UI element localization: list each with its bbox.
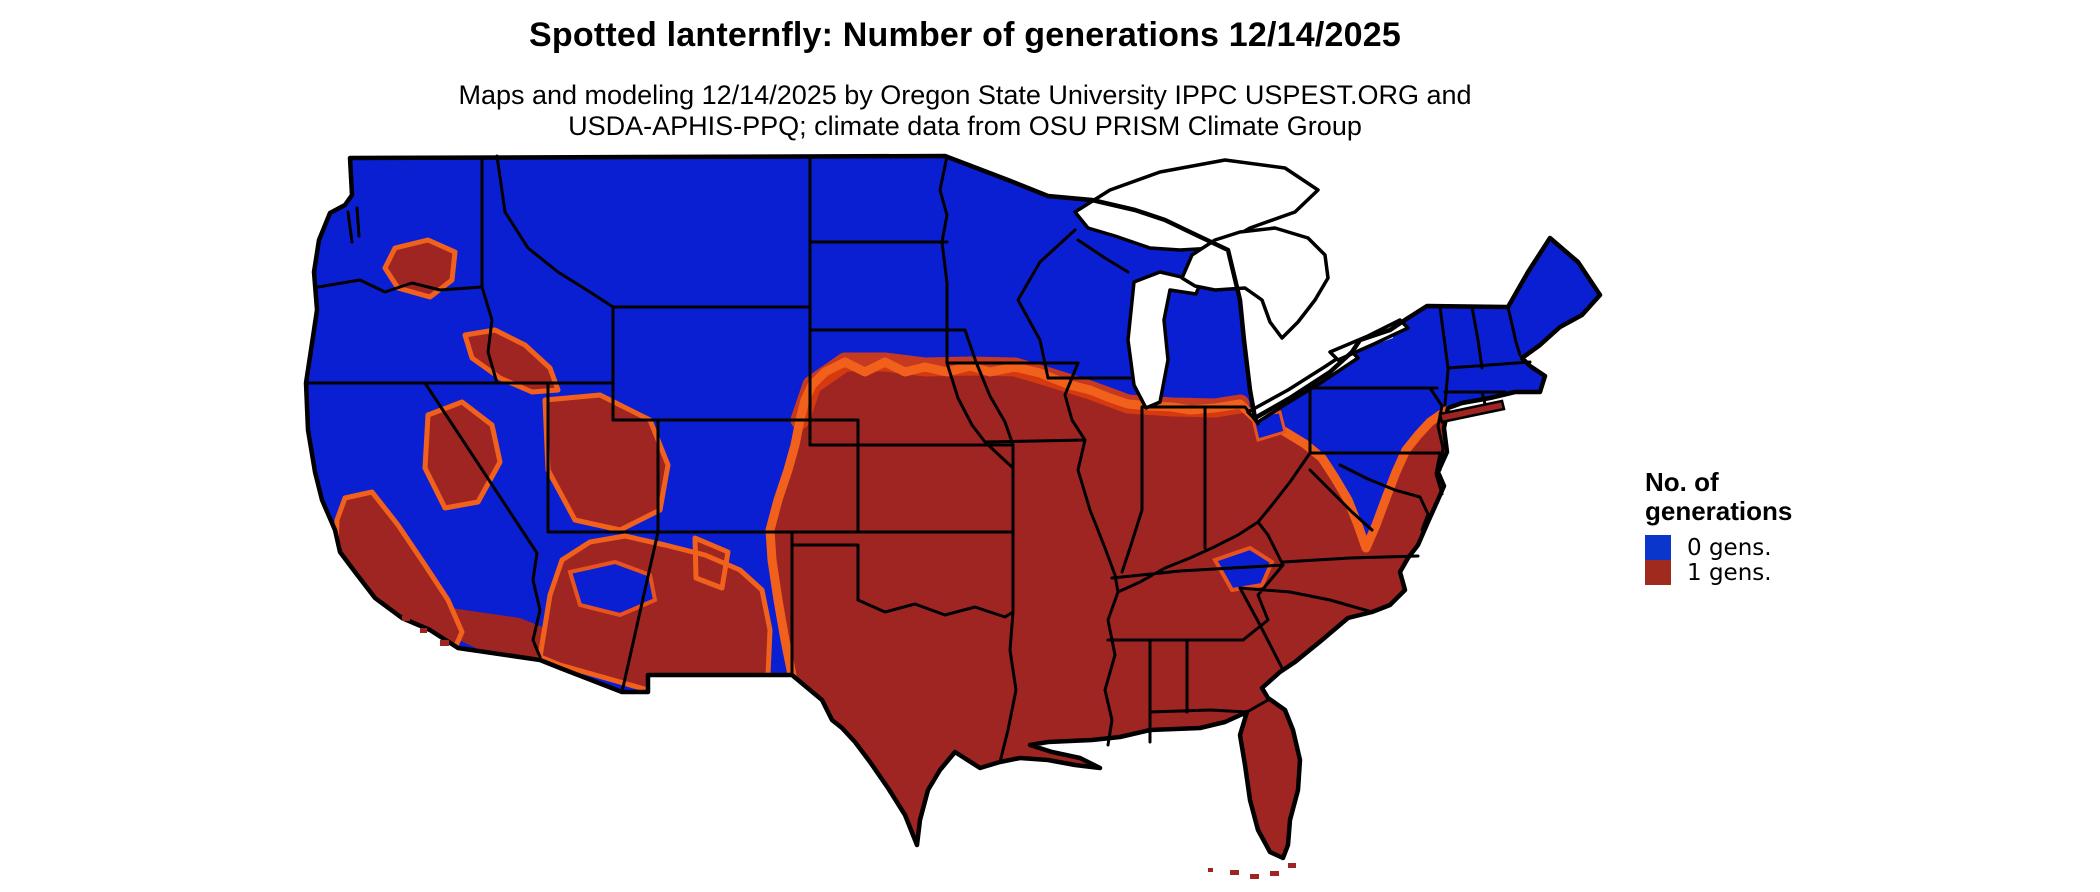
blue-island-arizona-rim [567, 559, 658, 618]
lake-superior [1073, 158, 1320, 252]
legend: No. of generations 0 gens. 1 gens. [1645, 467, 1865, 586]
conus-outline [303, 153, 1603, 861]
subtitle-line-2: USDA-APHIS-PPQ; climate data from OSU PR… [568, 111, 1362, 141]
puget-sound [346, 206, 361, 244]
blue-island-nc-mountains [1212, 545, 1275, 593]
red-blob-west-nevada [425, 402, 500, 508]
legend-swatch-1-gens [1645, 560, 1671, 585]
state-borders [304, 154, 1532, 764]
red-blob-socal-desert [398, 606, 545, 660]
legend-item-1-gens: 1 gens. [1645, 559, 1865, 586]
blue-islands [567, 410, 1287, 618]
legend-label-0-gens: 0 gens. [1687, 534, 1772, 561]
red-blob-columbia-basin [385, 240, 455, 297]
florida-keys [1208, 863, 1296, 879]
legend-label-1-gens: 1 gens. [1687, 559, 1772, 586]
legend-swatch-0-gens [1645, 535, 1671, 560]
legend-title: No. of generations [1645, 467, 1793, 526]
long-island [1438, 399, 1506, 424]
red-blob-great-basin [545, 395, 668, 530]
transition-band [333, 237, 1453, 693]
page-title: Spotted lanternfly: Number of generation… [529, 16, 1401, 54]
great-lakes [1073, 158, 1410, 424]
channel-islands [402, 616, 449, 646]
subtitle-line-1: Maps and modeling 12/14/2025 by Oregon S… [458, 80, 1472, 110]
legend-item-0-gens: 0 gens. [1645, 534, 1865, 561]
subtitle: Maps and modeling 12/14/2025 by Oregon S… [0, 80, 1930, 142]
